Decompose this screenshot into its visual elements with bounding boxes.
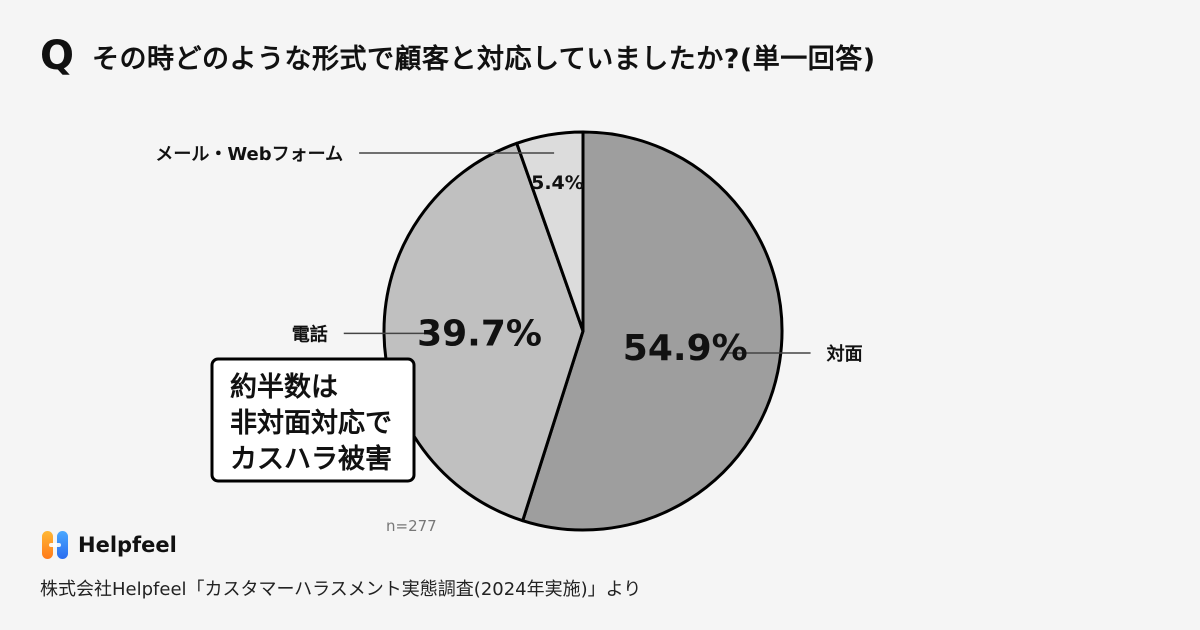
category-label-1: 電話 — [292, 323, 328, 345]
value-label-0: 54.9% — [623, 328, 748, 369]
category-label-0: 対面 — [826, 343, 863, 365]
pie-slice-1 — [382, 141, 585, 523]
chart-title: Q その時どのような形式で顧客と対応していましたか?(単一回答) — [40, 36, 876, 76]
pie-slice-2 — [515, 130, 585, 333]
brand-name: Helpfeel — [78, 533, 177, 557]
value-labels: 54.9% 39.7% 5.4% — [417, 172, 748, 369]
brand-logo: Helpfeel — [40, 530, 177, 560]
callout-line-1: 非対面対応で — [230, 407, 392, 439]
category-labels: 対面 電話 メール・Webフォーム — [155, 144, 862, 365]
pie-slices — [382, 130, 784, 532]
question-text: その時どのような形式で顧客と対応していましたか?(単一回答) — [92, 43, 876, 75]
sample-size-label: n=277 — [386, 517, 437, 535]
callout-line-0: 約半数は — [230, 371, 338, 403]
pie-slice-0 — [521, 130, 784, 532]
category-label-2: メール・Webフォーム — [155, 144, 343, 165]
source-note: 株式会社Helpfeel「カスタマーハラスメント実態調査(2024年実施)」より — [40, 579, 642, 600]
helpfeel-logo-icon — [42, 531, 68, 559]
value-label-1: 39.7% — [417, 314, 542, 355]
value-label-2: 5.4% — [531, 172, 584, 194]
question-mark-label: Q — [40, 33, 75, 79]
callout-line-2: カスハラ被害 — [230, 443, 392, 475]
leader-lines — [343, 152, 811, 354]
